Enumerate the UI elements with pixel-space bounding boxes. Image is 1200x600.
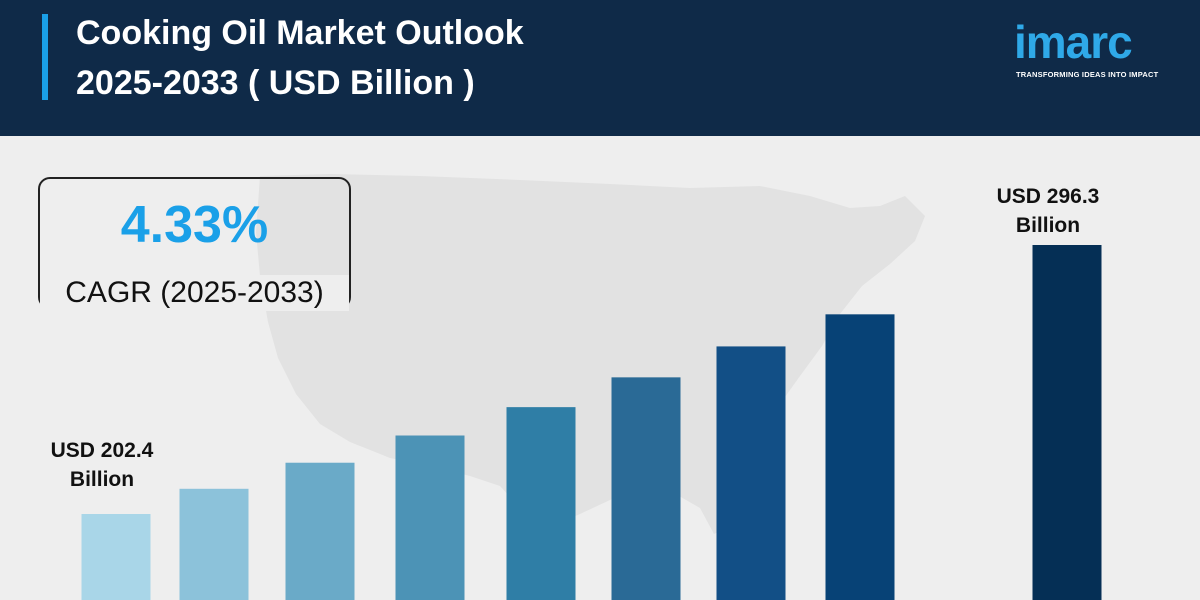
cagr-value: 4.33%	[120, 196, 269, 254]
page-title: Cooking Oil Market Outlook 2025-2033 ( U…	[76, 8, 696, 108]
bar-2028	[395, 435, 465, 600]
title-line-1: Cooking Oil Market Outlook	[76, 14, 524, 52]
bar-2032	[825, 314, 895, 600]
cagr-box: 4.33% CAGR (2025-2033)	[38, 177, 351, 311]
bar-2025	[81, 514, 151, 600]
last-callout-unit: Billion	[1015, 214, 1081, 237]
bar-2030	[611, 377, 681, 600]
first-value-callout: USD 202.4 Billion	[51, 436, 154, 494]
bar-2027	[285, 462, 355, 600]
first-callout-unit: Billion	[69, 468, 135, 491]
imarc-logo[interactable]: imarc TRANSFORMING IDEAS INTO IMPACT	[1012, 16, 1172, 88]
title-accent-bar	[42, 14, 48, 100]
header-banner: Cooking Oil Market Outlook 2025-2033 ( U…	[0, 0, 1200, 136]
last-value-callout: USD 296.3 Billion	[997, 182, 1100, 240]
bar-2033	[1032, 245, 1102, 600]
bar-2026	[179, 488, 249, 600]
logo-tagline: TRANSFORMING IDEAS INTO IMPACT	[1016, 70, 1159, 79]
bar-2031	[716, 346, 786, 600]
title-line-2: 2025-2033 ( USD Billion )	[76, 64, 475, 102]
last-callout-amount: USD 296.3	[996, 185, 1100, 208]
cagr-label: CAGR (2025-2033)	[40, 275, 349, 311]
logo-wordmark: imarc	[1014, 16, 1133, 68]
bar-2029	[506, 407, 576, 600]
first-callout-amount: USD 202.4	[50, 439, 154, 462]
